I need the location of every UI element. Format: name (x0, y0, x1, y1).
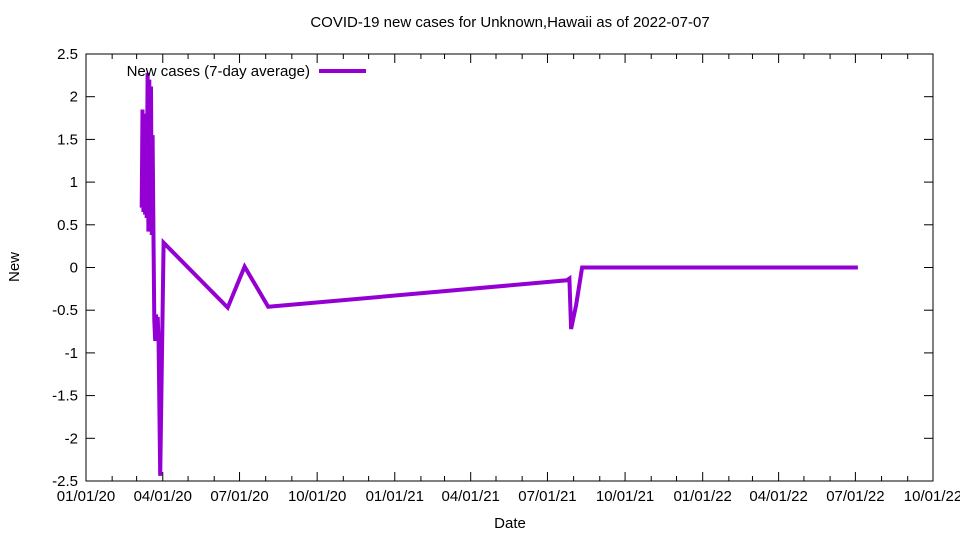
tick-label: 07/01/21 (518, 488, 576, 505)
tick-label: -1 (65, 345, 78, 362)
tick-label: -2 (65, 430, 78, 447)
chart-title: COVID-19 new cases for Unknown,Hawaii as… (310, 14, 709, 31)
tick-label: 1.5 (57, 131, 78, 148)
axis-tick-labels: 2.5 2 1.5 1 0.5 0 -0.5 -1 -1.5 -2 -2.501/01/20 04/0… (52, 46, 960, 505)
tick-label: 01/01/22 (673, 488, 731, 505)
tick-label: -1.5 (52, 388, 78, 405)
tick-label: 01/01/21 (366, 488, 424, 505)
tick-label: 2 (70, 89, 78, 106)
tick-label: 07/01/22 (826, 488, 884, 505)
y-axis-label: New (6, 252, 23, 282)
tick-label: 1 (70, 174, 78, 191)
tick-label: 04/01/22 (749, 488, 807, 505)
tick-label: 2.5 (57, 46, 78, 63)
tick-label: -0.5 (52, 302, 78, 319)
tick-label: 10/01/21 (596, 488, 654, 505)
tick-label: 10/01/22 (904, 488, 960, 505)
x-axis-label: Date (494, 515, 526, 532)
tick-label: 0 (70, 260, 78, 277)
axis-ticks (85, 53, 934, 482)
tick-label: 04/01/21 (441, 488, 499, 505)
tick-label: 10/01/20 (288, 488, 346, 505)
tick-label: -2.5 (52, 473, 78, 490)
tick-label: 0.5 (57, 217, 78, 234)
series-line-new-cases (139, 72, 858, 476)
tick-label: 01/01/20 (57, 488, 115, 505)
tick-label: 04/01/20 (134, 488, 192, 505)
legend-label: New cases (7-day average) (127, 63, 310, 80)
tick-label: 07/01/20 (210, 488, 268, 505)
